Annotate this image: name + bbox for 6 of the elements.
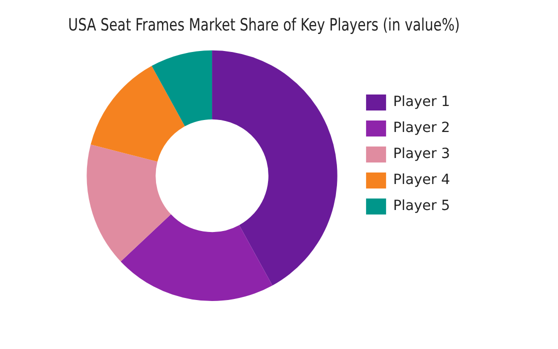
legend-label: Player 4 [393, 172, 450, 188]
legend-label: Player 1 [393, 94, 450, 110]
chart-title: USA Seat Frames Market Share of Key Players (in value%) [68, 15, 460, 36]
legend-label: Player 5 [393, 198, 450, 214]
legend-label: Player 2 [393, 120, 450, 136]
legend-label: Player 3 [393, 146, 450, 162]
